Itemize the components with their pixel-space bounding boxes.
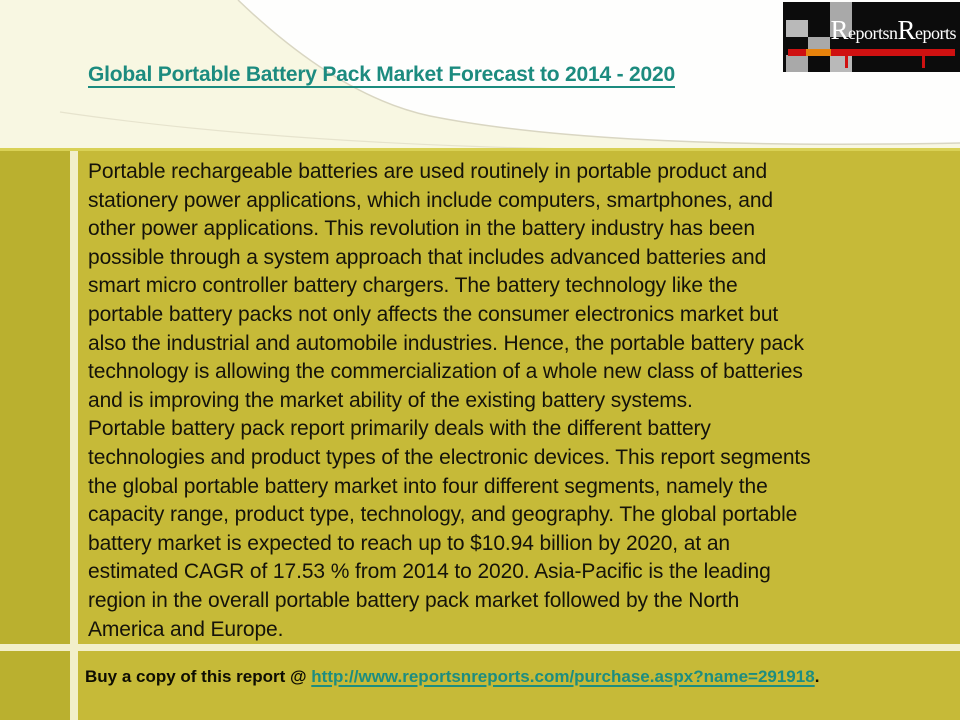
logo-brand-text: ReportsnReports [830,15,956,48]
body-text-line: Portable battery pack report primarily d… [88,417,711,441]
footer-url-link[interactable]: http://www.reportsnreports.com/purchase.… [311,667,815,686]
body-text-line: America and Europe. [88,617,284,641]
reportsnreports-logo: ReportsnReports [783,2,960,72]
logo-orange-segment [806,49,831,56]
logo-red-underline [788,49,955,56]
vertical-divider-line [70,151,78,720]
logo-text-cap: R [897,15,915,45]
body-text: Portable rechargeable batteries are used… [88,158,958,644]
logo-red-tick [845,56,848,68]
body-text-line: region in the overall portable battery p… [88,588,740,612]
body-text-line: also the industrial and automobile indus… [88,331,804,355]
body-text-line: estimated CAGR of 17.53 % from 2014 to 2… [88,560,771,584]
left-margin-column [0,151,70,720]
footer-bar: Buy a copy of this report @ http://www.r… [85,664,945,690]
banner-bottom-edge [0,148,960,152]
footer-label: Buy a copy of this report @ [85,667,312,686]
page-title: Global Portable Battery Pack Market Fore… [88,63,675,86]
body-text-line: portable battery packs not only affects … [88,302,779,326]
banner-swoosh-decoration [59,0,960,151]
footer-period: . [814,667,820,686]
logo-text-cap: R [830,15,848,45]
body-text-line: stationery power applications, which inc… [88,188,774,212]
logo-text-part: eports [915,23,957,43]
horizontal-divider-line [0,644,960,651]
logo-red-tick [922,56,925,68]
body-text-line: and is improving the market ability of t… [88,388,693,412]
body-text-line: possible through a system approach that … [88,245,767,269]
body-text-line: Portable rechargeable batteries are used… [88,160,768,183]
logo-text-part: eportsn [847,23,898,43]
body-text-line: battery market is expected to reach up t… [88,531,730,555]
content-area: Portable rechargeable batteries are used… [0,151,960,720]
body-text-line: capacity range, product type, technology… [88,503,798,527]
logo-checkerboard-pattern [786,2,852,72]
body-text-line: technology is allowing the commercializa… [88,360,803,384]
body-text-line: the global portable battery market into … [88,474,768,498]
body-text-line: smart micro controller battery chargers.… [88,274,738,298]
banner: Global Portable Battery Pack Market Fore… [0,0,960,152]
body-text-line: other power applications. This revolutio… [88,217,755,241]
body-text-line: technologies and product types of the el… [88,445,811,469]
